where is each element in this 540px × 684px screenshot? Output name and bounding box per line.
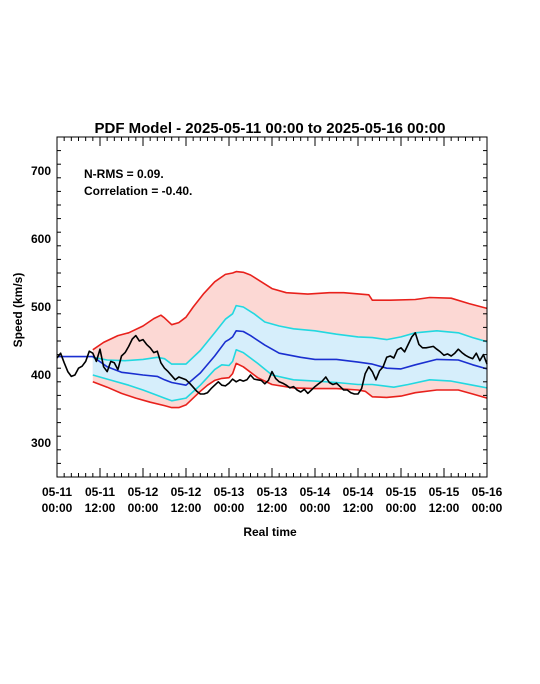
x-tick-label-date: 05-15 bbox=[386, 485, 417, 499]
x-tick-label-date: 05-16 bbox=[472, 485, 503, 499]
x-tick-label-time: 12:00 bbox=[429, 501, 460, 515]
x-tick-label-time: 00:00 bbox=[42, 501, 73, 515]
x-tick-label-time: 00:00 bbox=[386, 501, 417, 515]
y-tick-label: 600 bbox=[31, 232, 51, 246]
x-tick-label-date: 05-13 bbox=[214, 485, 245, 499]
x-tick-label-time: 12:00 bbox=[85, 501, 116, 515]
y-tick-label: 400 bbox=[31, 368, 51, 382]
x-tick-label-date: 05-14 bbox=[300, 485, 331, 499]
y-tick-label: 500 bbox=[31, 300, 51, 314]
observed-line bbox=[56, 331, 488, 395]
series-lines bbox=[56, 270, 488, 409]
inner-band-fill bbox=[92, 305, 488, 401]
inner-upper-line bbox=[92, 304, 488, 365]
x-tick-label-time: 12:00 bbox=[171, 501, 202, 515]
chart-title: PDF Model - 2025-05-11 00:00 to 2025-05-… bbox=[94, 120, 445, 137]
outer-lower-line bbox=[92, 362, 488, 409]
x-tick-label-date: 05-11 bbox=[42, 485, 72, 499]
axes: 300 400 500 600 700 05-11 00:00 05-11 12:00 05-12… bbox=[31, 136, 503, 515]
x-tick-label-time: 12:00 bbox=[257, 501, 288, 515]
y-tick-label: 300 bbox=[31, 436, 51, 450]
y-tick-label: 700 bbox=[31, 164, 51, 178]
outer-upper-line bbox=[92, 270, 488, 351]
annotation-nrms: N-RMS = 0.09. bbox=[84, 167, 164, 181]
x-tick-label-date: 05-12 bbox=[171, 485, 202, 499]
x-tick-label-date: 05-14 bbox=[343, 485, 374, 499]
x-tick-label-time: 00:00 bbox=[300, 501, 331, 515]
x-tick-label-date: 05-15 bbox=[429, 485, 460, 499]
inner-lower-line bbox=[92, 348, 488, 402]
x-tick-label-time: 00:00 bbox=[472, 501, 503, 515]
x-tick-label-date: 05-13 bbox=[257, 485, 288, 499]
x-tick-label-date: 05-12 bbox=[128, 485, 159, 499]
x-tick-label-time: 12:00 bbox=[343, 501, 374, 515]
annotation-correlation: Correlation = -0.40. bbox=[84, 184, 192, 198]
x-tick-label-date: 05-11 bbox=[85, 485, 115, 499]
bands bbox=[92, 271, 488, 408]
x-tick-label-time: 00:00 bbox=[214, 501, 245, 515]
x-axis-label: Real time bbox=[243, 525, 297, 539]
y-axis-label: Speed (km/s) bbox=[11, 273, 25, 348]
model-line bbox=[57, 329, 488, 387]
x-tick-label-time: 00:00 bbox=[128, 501, 159, 515]
